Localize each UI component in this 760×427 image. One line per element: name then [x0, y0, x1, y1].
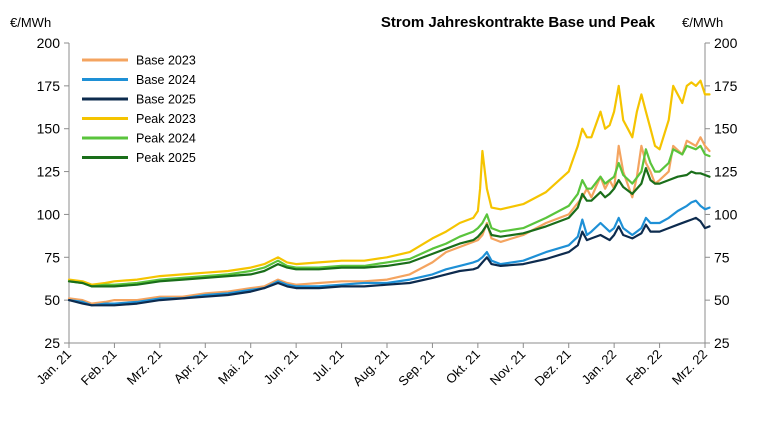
y-tick-label-right: 25 [714, 335, 730, 351]
x-tick-label: Jan. 21 [33, 347, 74, 388]
legend-label: Base 2024 [136, 73, 196, 87]
y-tick-label-right: 100 [714, 206, 738, 222]
y-axis-unit-left: €/MWh [10, 15, 51, 30]
y-tick-label-left: 175 [37, 78, 61, 94]
legend-label: Base 2025 [136, 93, 196, 107]
legend: Base 2023 Base 2024 Base 2025 Peak 2023 Peak… [82, 54, 196, 165]
legend-label: Peak 2023 [136, 112, 196, 126]
y-axis-unit-right: €/MWh [682, 15, 723, 30]
y-tick-label-left: 125 [37, 164, 61, 180]
series-line-peak-2025 [67, 167, 711, 288]
x-tick-label: Okt. 21 [443, 347, 483, 387]
y-tick-label-left: 75 [44, 249, 60, 265]
series-line-peak-2023 [67, 79, 711, 286]
x-tick-label: Jul. 21 [309, 347, 347, 385]
legend-label: Peak 2025 [136, 151, 196, 165]
series-line-base-2023 [67, 136, 711, 305]
x-tick-label: Jan. 22 [578, 347, 619, 388]
x-tick-label: Mrz. 22 [669, 347, 710, 388]
axes: 25 25 50 50 75 75 100 100 125 125 150 150 175 175 200 2… [33, 35, 737, 389]
x-tick-label: Aug. 21 [350, 347, 392, 389]
series-line-base-2025 [67, 216, 711, 307]
y-tick-label-right: 150 [714, 121, 738, 137]
x-tick-label: Mrz. 21 [124, 347, 165, 388]
series-line-peak-2024 [67, 144, 711, 288]
chart-title: Strom Jahreskontrakte Base und Peak [381, 14, 656, 31]
x-tick-label: Apr. 21 [171, 347, 211, 387]
series-line-base-2024 [67, 199, 711, 307]
legend-label: Base 2023 [136, 54, 196, 68]
x-tick-label: Jun. 21 [260, 347, 301, 388]
y-tick-label-right: 200 [714, 35, 738, 51]
y-tick-label-right: 75 [714, 249, 730, 265]
x-tick-label: Mai. 21 [215, 347, 256, 388]
x-tick-label: Feb. 22 [623, 347, 665, 389]
x-tick-label: Nov. 21 [487, 347, 529, 389]
y-tick-label-right: 175 [714, 78, 738, 94]
x-tick-label: Sep. 21 [395, 347, 437, 389]
y-tick-label-right: 125 [714, 164, 738, 180]
y-tick-label-right: 50 [714, 292, 730, 308]
y-tick-label-left: 200 [37, 35, 61, 51]
x-tick-label: Feb. 21 [78, 347, 120, 389]
series-group [67, 79, 711, 307]
x-tick-label: Dez. 21 [532, 347, 574, 389]
legend-label: Peak 2024 [136, 132, 196, 146]
y-tick-label-left: 50 [44, 292, 60, 308]
y-tick-label-left: 25 [44, 335, 60, 351]
y-tick-label-left: 150 [37, 121, 61, 137]
y-tick-label-left: 100 [37, 206, 61, 222]
